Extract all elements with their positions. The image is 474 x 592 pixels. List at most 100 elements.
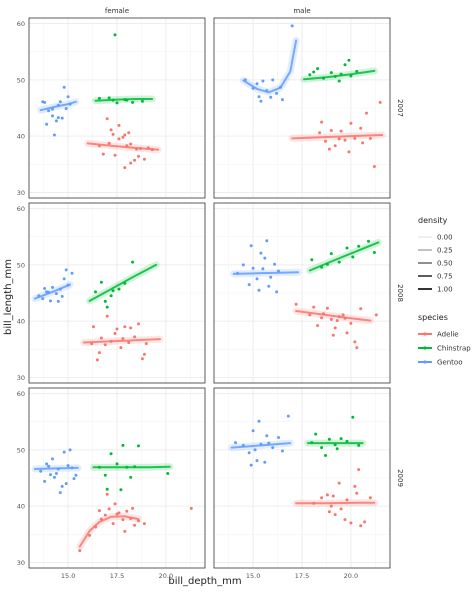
point-chinstrap	[119, 488, 123, 492]
point-adelie	[320, 120, 324, 124]
point-gentoo	[56, 299, 60, 303]
point-adelie	[324, 139, 327, 143]
point-gentoo	[49, 299, 52, 303]
label-layer: bill_depth_mm bill_length_mm	[3, 259, 242, 587]
point-chinstrap	[329, 71, 333, 75]
point-chinstrap	[320, 265, 324, 269]
point-adelie	[103, 343, 107, 347]
point-gentoo	[286, 414, 290, 418]
point-adelie	[137, 154, 140, 158]
point-adelie	[140, 357, 144, 361]
point-adelie	[142, 352, 146, 356]
point-adelie	[349, 321, 353, 325]
point-adelie	[345, 331, 349, 335]
point-adelie	[88, 533, 92, 537]
point-chinstrap	[322, 76, 325, 80]
point-chinstrap	[320, 446, 324, 450]
point-gentoo	[277, 269, 280, 273]
point-chinstrap	[310, 441, 314, 445]
legend: density 0.00 0.25 0.50 0.75 1.00 species Adelie…	[418, 216, 471, 367]
smooth-line-gentoo	[242, 39, 298, 94]
legend-density-label: 0.50	[437, 260, 453, 268]
y-tick-label: 30	[17, 189, 25, 197]
point-gentoo	[52, 133, 56, 137]
point-adelie	[97, 509, 101, 513]
point-gentoo	[259, 442, 263, 446]
point-adelie	[372, 165, 376, 168]
facet-row-label-2009: 2009	[396, 469, 404, 487]
y-tick-label: 40	[17, 503, 25, 511]
point-adelie	[357, 468, 361, 472]
point-gentoo	[60, 484, 64, 488]
point-gentoo	[279, 85, 282, 89]
point-adelie	[316, 324, 320, 328]
panel-border	[213, 202, 391, 384]
smooth-line-chinstrap	[303, 69, 376, 81]
point-adelie	[125, 144, 129, 148]
point-gentoo	[54, 472, 58, 475]
point-gentoo	[267, 441, 271, 445]
point-adelie	[146, 146, 150, 150]
point-chinstrap	[316, 67, 320, 71]
point-adelie	[337, 315, 341, 319]
point-gentoo	[56, 103, 60, 107]
point-gentoo	[72, 477, 76, 481]
y-tick-label: 30	[17, 374, 25, 382]
point-gentoo	[60, 294, 64, 298]
point-gentoo	[45, 122, 49, 126]
point-adelie	[347, 150, 351, 154]
x-tick-label: 17.5	[110, 572, 124, 580]
legend-density-label: 0.25	[437, 247, 453, 255]
point-adelie	[117, 123, 121, 127]
point-chinstrap	[107, 96, 111, 100]
point-chinstrap	[109, 294, 113, 298]
legend-species-dot-gentoo	[423, 360, 427, 364]
point-gentoo	[66, 283, 70, 287]
point-chinstrap	[109, 452, 113, 456]
point-chinstrap	[166, 472, 170, 475]
point-adelie	[359, 524, 363, 528]
point-gentoo	[70, 466, 74, 470]
point-chinstrap	[314, 432, 318, 436]
point-gentoo	[267, 284, 271, 288]
point-adelie	[121, 135, 125, 139]
smooth-line-chinstrap	[92, 465, 171, 469]
point-adelie	[325, 306, 329, 310]
point-gentoo	[51, 285, 54, 289]
point-gentoo	[249, 463, 253, 467]
point-adelie	[133, 335, 137, 339]
point-gentoo	[47, 464, 51, 468]
point-adelie	[368, 136, 372, 140]
panel-border	[28, 17, 206, 199]
point-adelie	[329, 129, 333, 132]
smooth-line-chinstrap	[308, 241, 380, 272]
point-gentoo	[257, 288, 261, 292]
point-gentoo	[45, 462, 49, 466]
point-adelie	[322, 312, 325, 316]
point-adelie	[189, 506, 193, 510]
point-adelie	[353, 340, 357, 344]
point-adelie	[363, 520, 367, 524]
point-adelie	[368, 496, 372, 500]
point-adelie	[341, 313, 345, 317]
point-gentoo	[265, 89, 269, 93]
point-adelie	[105, 492, 109, 496]
point-adelie	[123, 529, 127, 533]
point-adelie	[150, 148, 154, 152]
point-chinstrap	[345, 439, 349, 443]
point-gentoo	[275, 290, 279, 294]
point-adelie	[139, 147, 142, 150]
point-adelie	[111, 132, 115, 136]
point-adelie	[78, 549, 82, 553]
point-adelie	[343, 518, 347, 522]
point-gentoo	[41, 297, 45, 301]
point-adelie	[121, 518, 125, 522]
point-gentoo	[234, 441, 237, 445]
y-tick-label: 40	[17, 133, 25, 141]
point-adelie	[117, 511, 121, 515]
point-adelie	[115, 327, 119, 331]
point-chinstrap	[115, 462, 119, 466]
point-gentoo	[43, 287, 47, 290]
smooth-line-adelie	[291, 134, 384, 140]
point-adelie	[349, 521, 353, 525]
